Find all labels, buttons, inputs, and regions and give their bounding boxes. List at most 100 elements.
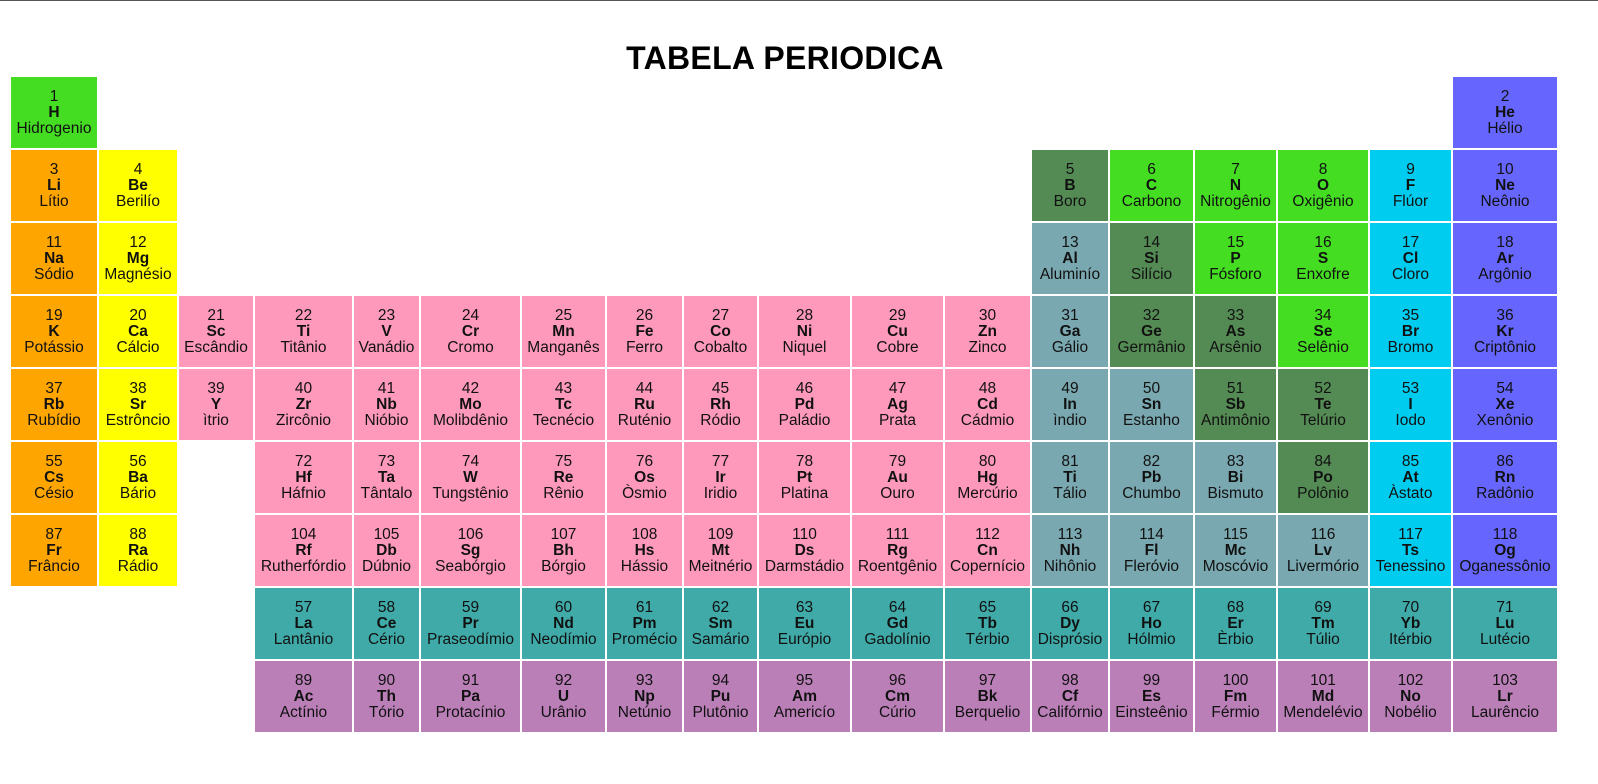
atomic-number: 46	[795, 379, 814, 397]
element-name: Meitnério	[688, 557, 753, 575]
element-symbol: Cs	[44, 468, 64, 486]
element-cell-md: 101 Md Mendelévio	[1278, 661, 1368, 732]
atomic-number: 39	[207, 379, 225, 397]
top-border	[0, 0, 1598, 1]
atomic-number: 66	[1061, 598, 1079, 616]
element-symbol: Cr	[461, 322, 480, 340]
element-cell-ne: 10 Ne Neônio	[1453, 150, 1557, 221]
element-cell-pt: 78 Pt Platina	[759, 442, 850, 513]
element-cell-b: 5 B Boro	[1032, 150, 1108, 221]
element-cell-u: 92 U Urânio	[522, 661, 605, 732]
element-name: Bário	[119, 484, 157, 502]
table-row: 3 Li Lítio 4 Be Berilío 5 B Boro 6 C Carbono 7 N Nitro…	[11, 150, 1557, 221]
element-cell-ir: 77 Ir Iridio	[684, 442, 757, 513]
table-row: 55 Cs Césio 56 Ba Bário 72 Hf Háfnio 73 Ta Tântalo 7…	[11, 442, 1557, 513]
element-cell-fm: 100 Fm Férmio	[1195, 661, 1276, 732]
element-name: Ruténio	[617, 411, 672, 429]
element-symbol: Eu	[794, 614, 815, 632]
element-symbol: Er	[1227, 614, 1244, 632]
element-symbol: Be	[128, 176, 148, 194]
element-name: Promécio	[611, 630, 678, 648]
element-symbol: Tc	[555, 395, 572, 413]
element-cell-li: 3 Li Lítio	[11, 150, 97, 221]
element-symbol: Bh	[553, 541, 574, 559]
element-name: Ouro	[880, 484, 915, 502]
element-name: Cobalto	[693, 338, 748, 356]
element-name: Argônio	[1478, 265, 1532, 283]
element-symbol: Rn	[1494, 468, 1516, 486]
atomic-number: 2	[1500, 87, 1510, 105]
element-symbol: Md	[1311, 687, 1335, 705]
atomic-number: 88	[129, 525, 147, 543]
atomic-number: 21	[207, 306, 225, 324]
atomic-number: 25	[554, 306, 573, 324]
element-name: Fósforo	[1209, 265, 1262, 283]
empty-cell	[179, 515, 253, 586]
element-cell-zr: 40 Zr Zircônio	[255, 369, 352, 440]
atomic-number: 19	[45, 306, 63, 324]
element-name: Platina	[780, 484, 829, 502]
element-name: Nióbio	[364, 411, 409, 429]
element-symbol: Rh	[710, 395, 731, 413]
element-cell-db: 105 Db Dúbnio	[354, 515, 419, 586]
element-symbol: Nd	[553, 614, 574, 632]
atomic-number: 28	[795, 306, 814, 324]
atomic-number: 93	[635, 671, 654, 689]
element-symbol: Mo	[459, 395, 482, 413]
atomic-number: 64	[888, 598, 907, 616]
element-symbol: I	[1408, 395, 1413, 413]
element-cell-cu: 29 Cu Cobre	[852, 296, 943, 367]
element-name: Americío	[773, 703, 836, 721]
element-name: Roentgênio	[857, 557, 938, 575]
element-symbol: Cu	[887, 322, 908, 340]
atomic-number: 69	[1314, 598, 1332, 616]
atomic-number: 34	[1314, 306, 1332, 324]
element-name: Aluminío	[1039, 265, 1101, 283]
element-name: Tungstênio	[432, 484, 509, 502]
table-row: 19 K Potássio 20 Ca Cálcio 21 Sc Escândio 22 Ti Tit…	[11, 296, 1557, 367]
element-symbol: N	[1229, 176, 1242, 194]
element-symbol: Es	[1142, 687, 1161, 705]
element-cell-be: 4 Be Berilío	[99, 150, 177, 221]
element-cell-h: 1 H Hidrogenio	[11, 77, 97, 148]
element-symbol: Lr	[1497, 687, 1513, 705]
element-cell-pr: 59 Pr Praseodímio	[421, 588, 520, 659]
element-cell-s: 16 S Enxofre	[1278, 223, 1368, 294]
element-name: Ródio	[700, 411, 741, 429]
atomic-number: 104	[290, 525, 317, 543]
element-symbol: Am	[792, 687, 817, 705]
atomic-number: 22	[294, 306, 313, 324]
element-cell-rh: 45 Rh Ródio	[684, 369, 757, 440]
element-name: Hidrogenio	[16, 119, 92, 137]
element-symbol: Sm	[708, 614, 733, 632]
atomic-number: 63	[795, 598, 814, 616]
element-name: Protacínio	[435, 703, 506, 721]
atomic-number: 87	[45, 525, 63, 543]
element-name: Boro	[1053, 192, 1087, 210]
element-name: Európio	[777, 630, 832, 648]
atomic-number: 48	[978, 379, 997, 397]
atomic-number: 26	[635, 306, 654, 324]
element-cell-ta: 73 Ta Tântalo	[354, 442, 419, 513]
element-cell-mc: 115 Mc Moscóvio	[1195, 515, 1276, 586]
element-name: Neônio	[1480, 192, 1530, 210]
element-name: Rênio	[543, 484, 584, 502]
table-row: 89 Ac Actínio 90 Th Tório 91 Pa Protacínio 92 U Urâ…	[11, 661, 1557, 732]
element-cell-cn: 112 Cn Copernício	[945, 515, 1030, 586]
atomic-number: 111	[885, 525, 910, 543]
element-name: Gálio	[1051, 338, 1089, 356]
element-symbol: Cn	[977, 541, 998, 559]
element-name: Selênio	[1297, 338, 1349, 356]
atomic-number: 116	[1310, 525, 1336, 543]
element-symbol: At	[1402, 468, 1419, 486]
element-symbol: Hs	[634, 541, 655, 559]
element-cell-ar: 18 Ar Argônio	[1453, 223, 1557, 294]
element-symbol: Db	[376, 541, 397, 559]
element-name: Livermório	[1286, 557, 1360, 575]
element-symbol: Ti	[296, 322, 311, 340]
element-name: Manganês	[527, 338, 600, 356]
table-row: 57 La Lantânio 58 Ce Cério 59 Pr Praseodímio 60 Nd…	[11, 588, 1557, 659]
element-name: Antimônio	[1201, 411, 1270, 429]
element-symbol: Br	[1401, 322, 1420, 340]
atomic-number: 23	[377, 306, 396, 324]
